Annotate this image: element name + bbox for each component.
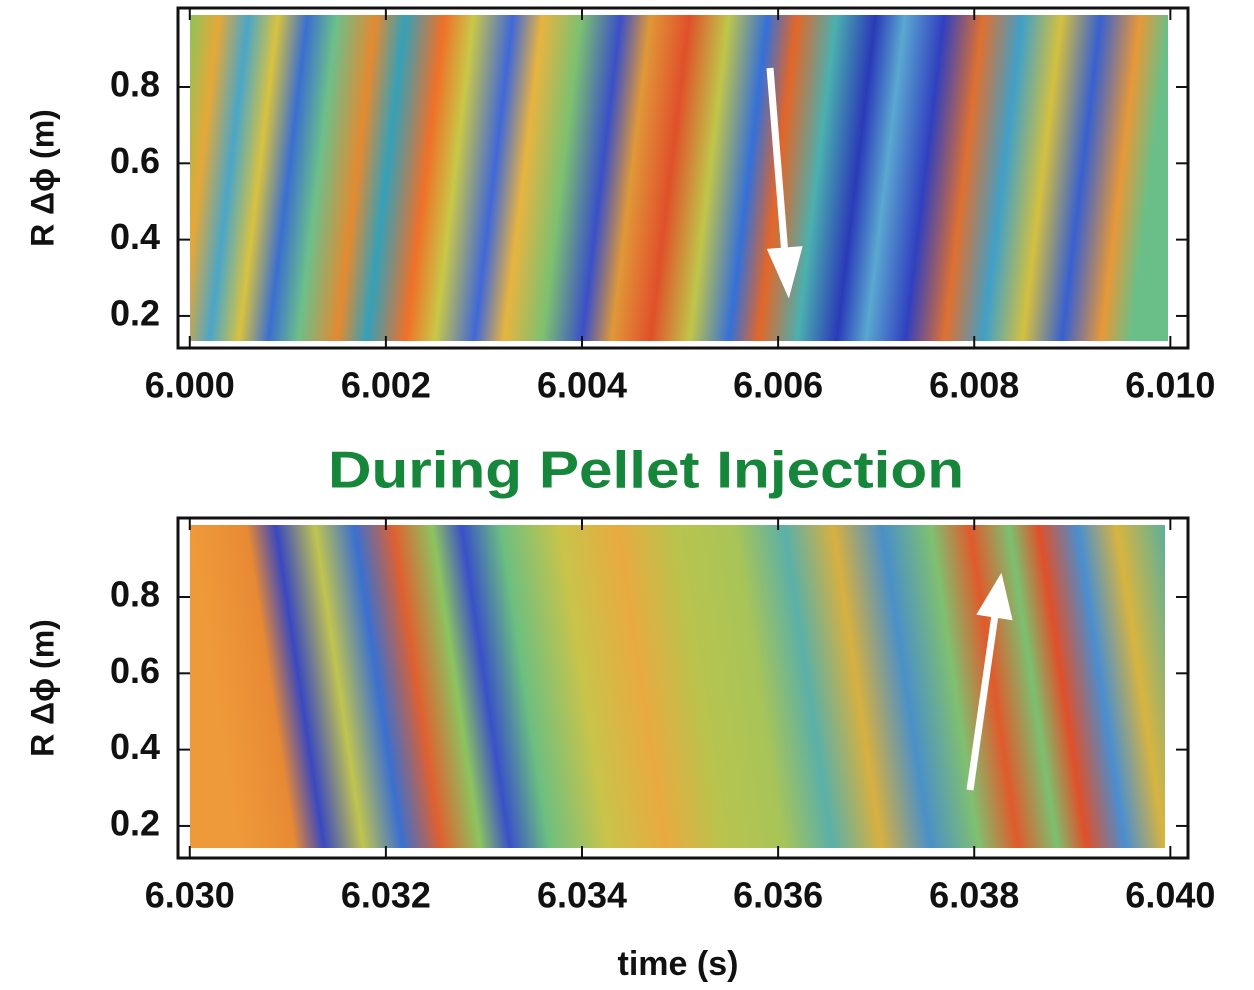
x-tick-label: 6.002 bbox=[341, 365, 431, 406]
plot-frame bbox=[176, 516, 1190, 860]
x-tick-label: 6.032 bbox=[341, 875, 431, 916]
heatmap-field bbox=[190, 525, 1165, 848]
y-tick-label: 0.8 bbox=[110, 574, 160, 615]
x-tick-label: 6.004 bbox=[537, 365, 627, 406]
plot-frame bbox=[176, 6, 1190, 350]
x-tick-label: 6.010 bbox=[1125, 365, 1215, 406]
x-tick-label: 6.038 bbox=[929, 875, 1019, 916]
chart-title: During Pellet Injection bbox=[328, 442, 964, 500]
y-tick-label: 0.4 bbox=[110, 216, 160, 257]
y-axis-label: R Δϕ (m) bbox=[24, 109, 60, 247]
y-tick-label: 0.6 bbox=[110, 650, 160, 691]
y-axis-label: R Δϕ (m) bbox=[24, 619, 60, 757]
y-tick-label: 0.2 bbox=[110, 292, 160, 333]
x-tick-label: 6.030 bbox=[145, 875, 235, 916]
heatmap-field bbox=[190, 15, 1168, 341]
x-tick-label: 6.008 bbox=[929, 365, 1019, 406]
x-tick-label: 6.006 bbox=[733, 365, 823, 406]
y-tick-label: 0.2 bbox=[110, 802, 160, 843]
x-tick-label: 6.034 bbox=[537, 875, 627, 916]
y-tick-label: 0.8 bbox=[110, 64, 160, 105]
x-tick-label: 6.000 bbox=[145, 365, 235, 406]
x-axis-label: time (s) bbox=[618, 945, 739, 983]
x-tick-label: 6.040 bbox=[1125, 875, 1215, 916]
arrow bbox=[766, 67, 1013, 791]
x-tick-label: 6.036 bbox=[733, 875, 823, 916]
y-tick-label: 0.6 bbox=[110, 140, 160, 181]
y-tick-label: 0.4 bbox=[110, 726, 160, 767]
